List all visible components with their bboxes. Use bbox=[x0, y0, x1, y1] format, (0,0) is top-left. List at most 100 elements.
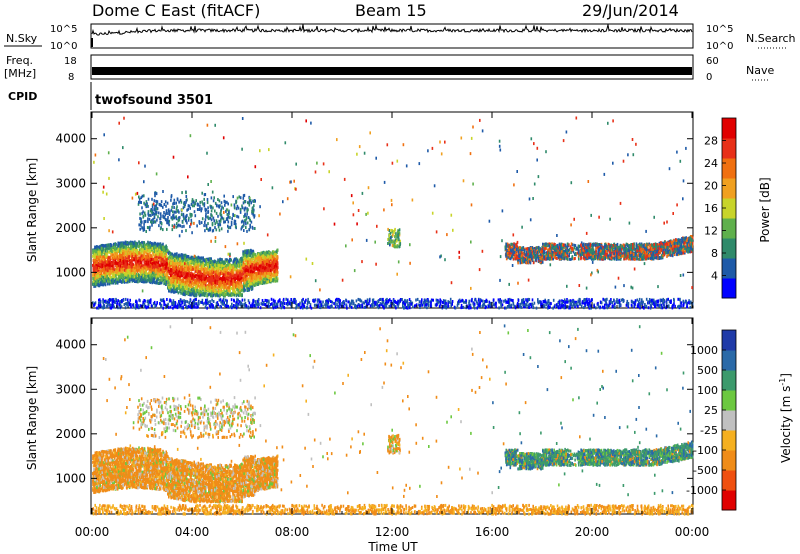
scatter-point bbox=[143, 253, 145, 257]
scatter-point bbox=[242, 282, 245, 286]
scatter-point bbox=[244, 257, 246, 261]
scatter-point bbox=[184, 283, 187, 287]
scatter-point bbox=[164, 255, 167, 259]
scatter-point bbox=[124, 267, 127, 271]
scatter-point bbox=[161, 270, 164, 274]
scatter-point bbox=[182, 280, 185, 284]
nsky-tick-bottom: 10^0 bbox=[50, 41, 77, 52]
scatter-point bbox=[174, 290, 176, 294]
scatter-point bbox=[247, 260, 249, 264]
scatter-point bbox=[205, 287, 208, 291]
scatter-point bbox=[255, 259, 258, 263]
scatter-point bbox=[219, 257, 221, 261]
scatter-point bbox=[170, 269, 172, 273]
scatter-point bbox=[198, 292, 200, 295]
scatter-point bbox=[126, 250, 128, 254]
scatter-point bbox=[172, 256, 174, 260]
scatter-point bbox=[259, 272, 262, 276]
scatter-point bbox=[183, 272, 185, 276]
scatter-point bbox=[104, 267, 107, 271]
scatter-point bbox=[209, 282, 211, 286]
scatter-point bbox=[219, 277, 221, 281]
scatter-point bbox=[161, 248, 163, 252]
scatter-point bbox=[133, 266, 136, 270]
scatter-point bbox=[123, 253, 126, 257]
scatter-point bbox=[186, 261, 188, 265]
scatter-point bbox=[144, 280, 147, 284]
scatter-point bbox=[199, 267, 201, 271]
scatter-point bbox=[106, 249, 108, 253]
scatter-point bbox=[134, 271, 136, 275]
scatter-point bbox=[194, 269, 197, 273]
scatter-point bbox=[207, 272, 210, 276]
nsky-tick-top: 10^5 bbox=[50, 24, 77, 35]
scatter-point bbox=[227, 263, 229, 267]
scatter-point bbox=[224, 290, 226, 294]
scatter-point bbox=[175, 269, 178, 273]
scatter-point bbox=[200, 286, 203, 290]
scatter-point bbox=[126, 269, 129, 273]
scatter-point bbox=[159, 279, 161, 282]
scatter-point bbox=[108, 250, 111, 254]
scatter-point bbox=[119, 279, 122, 283]
scatter-point bbox=[136, 274, 139, 278]
scatter-point bbox=[209, 257, 211, 261]
scatter-point bbox=[233, 288, 236, 292]
scatter-point bbox=[105, 271, 107, 275]
scatter-point bbox=[264, 272, 266, 275]
scatter-point bbox=[169, 287, 171, 291]
scatter-point bbox=[202, 258, 205, 261]
scatter-point bbox=[223, 264, 225, 267]
scatter-point bbox=[248, 267, 250, 271]
scatter-point bbox=[104, 252, 107, 256]
scatter-point bbox=[116, 262, 119, 266]
scatter-point bbox=[138, 251, 140, 255]
scatter-point bbox=[101, 269, 104, 273]
scatter-point bbox=[100, 248, 103, 252]
scatter-point bbox=[114, 242, 117, 246]
scatter-point bbox=[100, 250, 102, 254]
scatter-point bbox=[232, 269, 235, 273]
scatter-point bbox=[178, 272, 181, 276]
scatter-point bbox=[192, 287, 195, 291]
scatter-point bbox=[125, 256, 128, 260]
scatter-point bbox=[94, 263, 97, 267]
scatter-point bbox=[105, 247, 107, 251]
scatter-point bbox=[170, 279, 173, 283]
scatter-point bbox=[260, 269, 262, 273]
scatter-point bbox=[138, 244, 140, 248]
scatter-point bbox=[185, 277, 187, 281]
scatter-point bbox=[215, 270, 217, 274]
scatter-point bbox=[211, 273, 214, 277]
scatter-point bbox=[163, 274, 166, 278]
scatter-point bbox=[207, 257, 209, 261]
scatter-point bbox=[217, 261, 219, 265]
scatter-point bbox=[97, 252, 100, 256]
scatter-point bbox=[141, 270, 143, 274]
scatter-point bbox=[254, 258, 257, 261]
scatter-point bbox=[135, 256, 137, 260]
scatter-point bbox=[240, 288, 243, 292]
nave-tick-bottom: 0 bbox=[706, 72, 712, 83]
scatter-point bbox=[137, 280, 139, 284]
scatter-point bbox=[238, 278, 241, 282]
scatter-point bbox=[262, 254, 264, 258]
scatter-point bbox=[200, 283, 202, 287]
scatter-point bbox=[181, 256, 183, 260]
scatter-point bbox=[200, 290, 202, 294]
scatter-point bbox=[92, 258, 95, 262]
scatter-point bbox=[151, 266, 154, 270]
scatter-point bbox=[237, 293, 240, 297]
scatter-point bbox=[165, 258, 168, 262]
scatter-point bbox=[156, 253, 159, 257]
scatter-point bbox=[138, 267, 141, 271]
scatter-point bbox=[254, 271, 257, 275]
scatter-point bbox=[208, 293, 210, 297]
scatter-point bbox=[182, 272, 184, 276]
scatter-point bbox=[250, 280, 252, 284]
scatter-point bbox=[101, 257, 104, 261]
scatter-point bbox=[162, 245, 165, 249]
scatter-point bbox=[229, 267, 231, 271]
scatter-point bbox=[167, 248, 169, 252]
scatter-point bbox=[258, 264, 260, 268]
